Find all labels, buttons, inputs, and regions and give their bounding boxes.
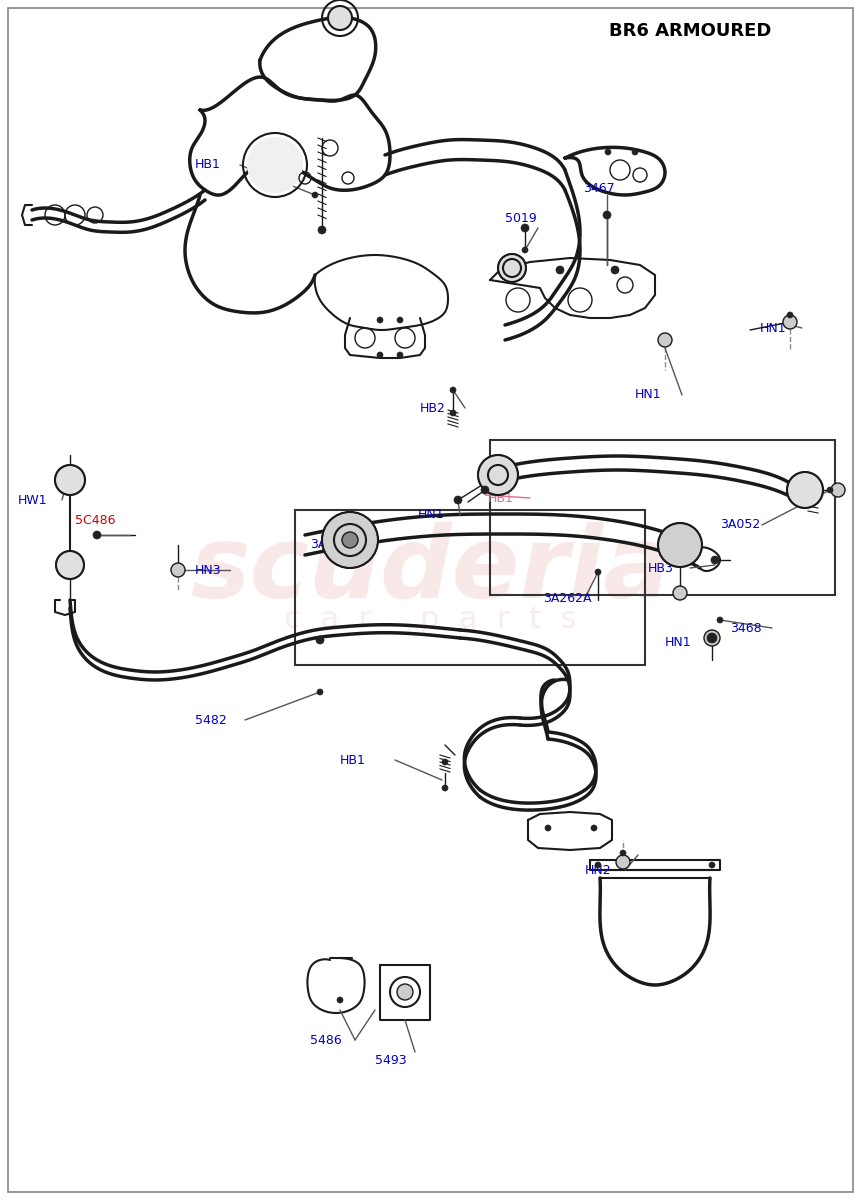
Text: 3A052: 3A052 [720, 518, 760, 532]
Circle shape [397, 352, 403, 358]
Circle shape [620, 850, 626, 856]
Text: HN1: HN1 [760, 322, 787, 335]
Text: 3050: 3050 [658, 540, 690, 553]
Circle shape [704, 630, 720, 646]
Circle shape [322, 512, 378, 568]
Circle shape [328, 6, 352, 30]
Circle shape [337, 997, 343, 1003]
Circle shape [591, 826, 597, 830]
Text: HW1: HW1 [18, 493, 47, 506]
Text: HB1: HB1 [488, 492, 514, 504]
Text: c  a  r     p  a  r  t  s: c a r p a r t s [284, 606, 576, 635]
Circle shape [827, 487, 833, 493]
Circle shape [521, 224, 529, 232]
Circle shape [717, 617, 723, 623]
Text: 5019: 5019 [505, 211, 536, 224]
Circle shape [611, 266, 619, 274]
Circle shape [783, 314, 797, 329]
Text: HB3: HB3 [648, 562, 674, 575]
Circle shape [454, 496, 462, 504]
Circle shape [55, 464, 85, 494]
Circle shape [595, 569, 601, 575]
Text: HN1: HN1 [665, 636, 691, 648]
Circle shape [481, 486, 489, 494]
Circle shape [632, 149, 638, 155]
Circle shape [605, 149, 611, 155]
Circle shape [377, 352, 383, 358]
Circle shape [171, 563, 185, 577]
Text: 3468: 3468 [730, 622, 762, 635]
Text: 3467: 3467 [583, 181, 615, 194]
Circle shape [56, 551, 84, 578]
Circle shape [318, 226, 326, 234]
Circle shape [616, 854, 630, 869]
Circle shape [377, 317, 383, 323]
Text: HB2: HB2 [420, 402, 446, 414]
Circle shape [442, 758, 448, 766]
Circle shape [787, 312, 793, 318]
Bar [295, 510, 645, 665]
Circle shape [247, 137, 303, 193]
Circle shape [595, 862, 601, 868]
Circle shape [545, 826, 551, 830]
Text: 5C486: 5C486 [75, 514, 115, 527]
Circle shape [397, 984, 413, 1000]
Text: HN1: HN1 [418, 509, 444, 522]
Circle shape [707, 634, 717, 643]
Circle shape [317, 689, 323, 695]
Circle shape [450, 410, 456, 416]
Text: HB1: HB1 [340, 754, 366, 767]
Circle shape [442, 785, 448, 791]
Text: 5486: 5486 [310, 1033, 342, 1046]
Text: HB1: HB1 [195, 158, 221, 172]
Text: 5493: 5493 [375, 1054, 406, 1067]
Text: 3A262A: 3A262A [543, 592, 592, 605]
Text: 5482: 5482 [195, 714, 226, 726]
Circle shape [831, 482, 845, 497]
Circle shape [711, 556, 719, 564]
Circle shape [93, 530, 101, 539]
Circle shape [397, 317, 403, 323]
Circle shape [658, 332, 672, 347]
Circle shape [658, 523, 702, 566]
Circle shape [312, 192, 318, 198]
Circle shape [498, 254, 526, 282]
Circle shape [316, 636, 324, 644]
Text: HN3: HN3 [195, 564, 221, 576]
Text: HN2: HN2 [585, 864, 611, 876]
Text: HN1: HN1 [635, 389, 661, 402]
Bar [490, 440, 835, 595]
Text: BR6 ARMOURED: BR6 ARMOURED [609, 22, 771, 40]
Circle shape [556, 266, 564, 274]
Circle shape [603, 211, 611, 218]
Circle shape [709, 862, 715, 868]
Text: 3A262B: 3A262B [310, 539, 359, 552]
Circle shape [478, 455, 518, 494]
Circle shape [450, 386, 456, 392]
Circle shape [787, 472, 823, 508]
Circle shape [673, 586, 687, 600]
Text: scuderia: scuderia [189, 522, 671, 618]
Circle shape [342, 532, 358, 548]
Circle shape [522, 247, 528, 253]
